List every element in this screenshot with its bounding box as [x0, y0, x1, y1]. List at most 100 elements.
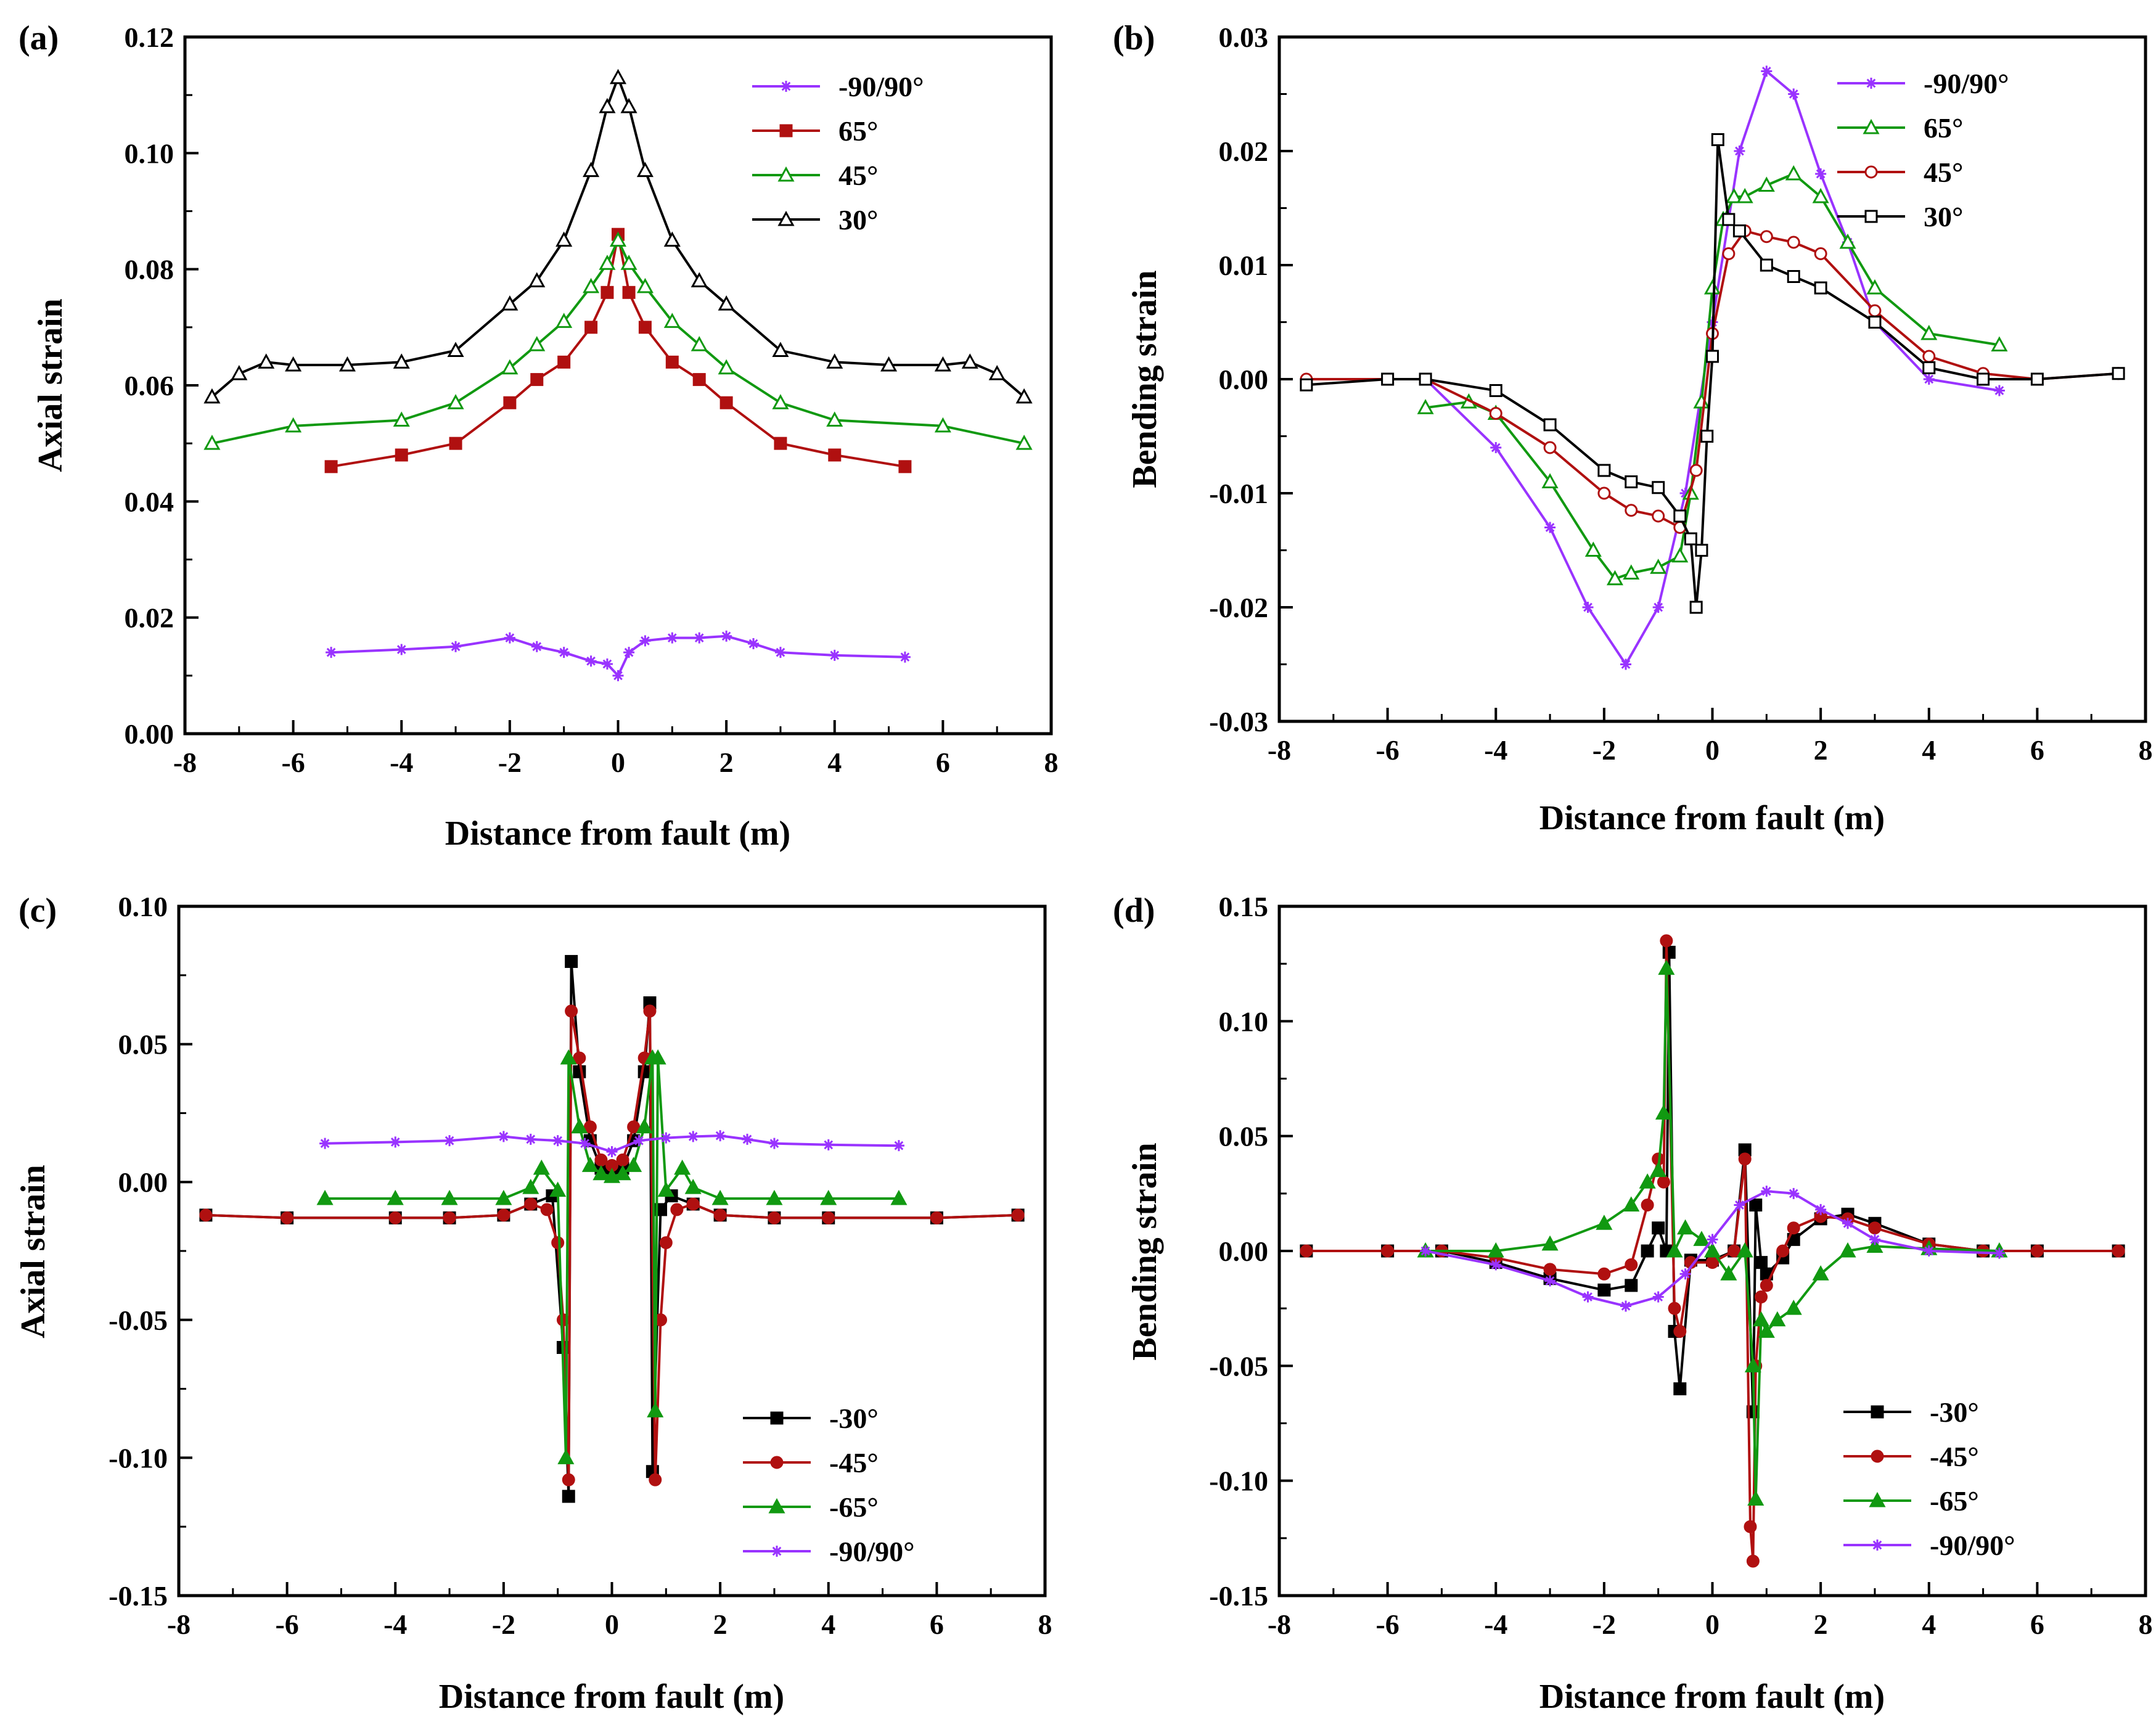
- data-point-a-9090: [774, 647, 786, 658]
- data-point-d-65: [1596, 1215, 1613, 1230]
- data-point-b-65: [1726, 187, 1743, 203]
- data-point-a-9090: [612, 670, 624, 681]
- x-tick-label-a: -8: [173, 747, 197, 778]
- legend-item-a-1: 65°: [752, 115, 878, 147]
- data-point-a-45: [636, 277, 654, 293]
- data-point-b-45: [1787, 236, 1800, 249]
- legend-swatch-marker: [1871, 1405, 1884, 1419]
- data-point-a-30: [961, 353, 978, 369]
- data-point-a-65: [503, 396, 517, 409]
- x-tick-label-a: -6: [281, 747, 305, 778]
- data-point-c-45: [713, 1208, 727, 1222]
- x-tick-label-c: 0: [605, 1609, 619, 1640]
- data-point-c-65: [387, 1189, 404, 1205]
- x-tick-label-c: -8: [167, 1609, 191, 1640]
- legend-label: -90/90°: [1924, 68, 2009, 99]
- series-line-d-30: [1306, 951, 2119, 1413]
- legend-swatch-marker: [1863, 118, 1880, 134]
- data-point-b-9090: [1761, 65, 1773, 77]
- data-point-c-9090: [498, 1131, 509, 1142]
- legend-swatch-marker: [777, 166, 795, 182]
- y-tick-label-d: -0.15: [1209, 1580, 1268, 1612]
- y-axis-title-c: Axial strain: [14, 1165, 52, 1339]
- data-point-c-45: [562, 1473, 575, 1486]
- data-point-a-45: [718, 359, 735, 375]
- data-point-b-65: [1606, 570, 1623, 586]
- legend-item-a-2: 45°: [752, 160, 878, 191]
- data-point-c-65: [549, 1181, 567, 1197]
- data-point-a-65: [828, 448, 842, 462]
- data-point-d-65: [1666, 1242, 1683, 1258]
- data-point-b-65: [1703, 279, 1721, 295]
- x-tick-label-b: -6: [1375, 734, 1399, 766]
- data-point-b-9090: [1993, 385, 2005, 396]
- x-tick-label-c: 2: [713, 1609, 728, 1640]
- data-point-b-30: [1722, 213, 1736, 226]
- data-point-a-9090: [721, 630, 732, 642]
- data-point-d-9090: [1582, 1291, 1594, 1303]
- x-tick-label-a: 6: [936, 747, 950, 778]
- data-point-b-30: [1489, 384, 1502, 397]
- data-point-a-30: [718, 295, 735, 311]
- data-point-a-9090: [748, 638, 760, 650]
- data-point-d-9090: [1761, 1186, 1773, 1197]
- data-point-a-30: [501, 295, 519, 311]
- data-point-c-45: [822, 1211, 835, 1224]
- panel-d: (d) -8 -6 -4 -2 0 2 4 6 8 -0.15 -0.10 -0.05 0.00 0.05…: [1113, 891, 2153, 1716]
- data-point-a-45: [691, 335, 708, 351]
- series-b-3: [1300, 133, 2125, 614]
- data-point-d-45: [1760, 1279, 1773, 1292]
- data-point-d-30: [1597, 1283, 1611, 1297]
- series-line-c-65: [325, 1057, 899, 1459]
- data-point-d-65: [1812, 1265, 1829, 1281]
- y-tick-label-a: 0.04: [125, 486, 174, 517]
- data-point-b-65: [1693, 393, 1710, 409]
- x-tick-label-c: 8: [1038, 1609, 1052, 1640]
- data-point-a-9090: [639, 635, 651, 647]
- data-point-c-30: [565, 954, 578, 968]
- data-point-c-65: [647, 1402, 664, 1417]
- data-point-a-45: [528, 335, 546, 351]
- data-point-a-9090: [504, 632, 515, 644]
- x-axis-title-a: Distance from fault (m): [445, 814, 790, 853]
- data-point-a-30: [203, 388, 221, 404]
- data-point-a-45: [583, 277, 600, 293]
- data-point-b-9090: [1815, 168, 1827, 179]
- series-d: [1300, 934, 2125, 1568]
- data-point-d-45: [1787, 1221, 1800, 1235]
- data-point-a-65: [449, 437, 462, 450]
- x-tick-label-b: 0: [1705, 734, 1719, 766]
- data-point-d-65: [1541, 1235, 1559, 1251]
- data-point-b-9090: [1582, 602, 1594, 613]
- data-point-d-65: [1866, 1237, 1883, 1253]
- data-point-b-30: [1922, 361, 1936, 374]
- series-a: [203, 68, 1033, 681]
- y-tick-label-a: 0.02: [125, 602, 174, 634]
- data-point-a-30: [231, 365, 248, 380]
- data-point-c-45: [1011, 1208, 1025, 1222]
- data-point-d-9090: [1652, 1291, 1664, 1303]
- legend-label: 65°: [1924, 112, 1963, 144]
- panel-label-a: (a): [18, 19, 59, 57]
- y-tick-label-c: 0.05: [118, 1029, 168, 1060]
- y-tick-label-d: 0.10: [1219, 1006, 1269, 1037]
- legend-swatch-marker: [1869, 1491, 1886, 1507]
- x-axis-title-d: Distance from fault (m): [1539, 1678, 1885, 1716]
- data-point-c-45: [281, 1211, 294, 1224]
- data-point-a-9090: [558, 647, 570, 658]
- series-line-b-65: [1425, 173, 2000, 580]
- data-point-d-45: [1744, 1520, 1757, 1533]
- legend-item-b-1: 65°: [1837, 112, 1963, 144]
- x-tick-label-b: 8: [2139, 734, 2153, 766]
- data-point-d-45: [1625, 1258, 1638, 1271]
- data-point-b-30: [1760, 258, 1773, 272]
- x-tick-label-a: 4: [827, 747, 842, 778]
- legend-item-c-0: -30°: [743, 1403, 879, 1434]
- data-point-a-45: [447, 394, 464, 409]
- legend-label: -45°: [1930, 1441, 1979, 1472]
- legend-label: -30°: [1930, 1396, 1979, 1428]
- y-tick-label-a: 0.00: [125, 718, 174, 750]
- series-b: [1300, 65, 2125, 670]
- data-point-c-65: [711, 1189, 729, 1205]
- legend-swatch-marker: [779, 124, 793, 137]
